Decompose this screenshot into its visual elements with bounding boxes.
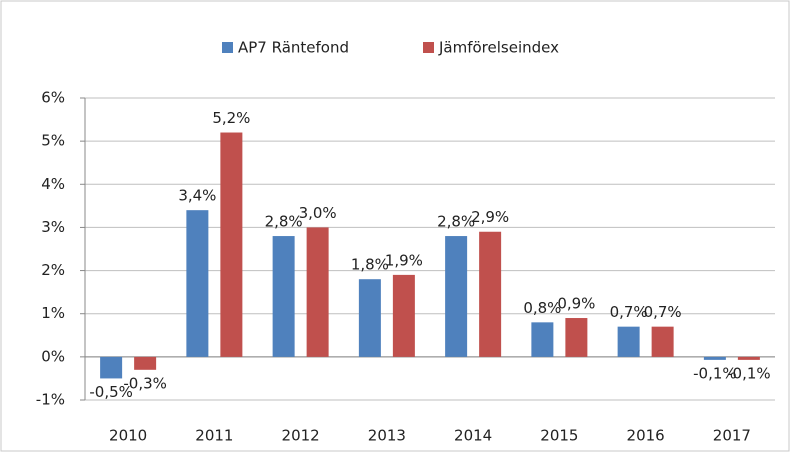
bar: [617, 326, 640, 357]
x-tick-label: 2011: [195, 427, 233, 445]
x-tick-label: 2013: [368, 427, 406, 445]
value-label: 1,9%: [385, 251, 423, 269]
bar: [392, 274, 415, 357]
legend-swatch: [423, 42, 434, 53]
value-label: 2,8%: [437, 213, 475, 231]
x-tick-label: 2015: [540, 427, 578, 445]
value-label: 1,8%: [351, 256, 389, 274]
value-label: 2,8%: [265, 213, 303, 231]
y-tick-label: 2%: [41, 261, 65, 279]
value-label: 0,7%: [644, 303, 682, 321]
bar: [703, 356, 726, 360]
y-tick-label: 3%: [41, 218, 65, 236]
bar: [565, 318, 588, 357]
y-tick-label: 4%: [41, 175, 65, 193]
x-tick-label: 2014: [454, 427, 492, 445]
bar: [100, 356, 123, 379]
legend-label: Jämförelseindex: [438, 39, 559, 57]
value-label: -0,1%: [727, 364, 771, 382]
value-label: -0,1%: [693, 364, 737, 382]
value-label: 0,9%: [557, 295, 595, 313]
y-tick-label: -1%: [36, 391, 65, 409]
bar: [445, 236, 468, 357]
value-label: -0,3%: [123, 374, 167, 392]
legend-label: AP7 Räntefond: [238, 39, 349, 57]
value-label: 3,0%: [299, 204, 337, 222]
value-label: 0,7%: [610, 303, 648, 321]
x-tick-label: 2016: [627, 427, 665, 445]
bar: [220, 132, 243, 357]
bar: [358, 279, 381, 357]
legend-swatch: [222, 42, 233, 53]
bar: [272, 236, 295, 357]
y-tick-label: 0%: [41, 347, 65, 365]
value-label: 3,4%: [178, 187, 216, 205]
value-label: 2,9%: [471, 208, 509, 226]
x-tick-label: 2017: [713, 427, 751, 445]
bar: [651, 326, 674, 357]
bar: [531, 322, 554, 357]
x-tick-label: 2010: [109, 427, 147, 445]
bar: [306, 227, 329, 357]
bar: [186, 210, 209, 357]
y-tick-label: 6%: [41, 89, 65, 107]
bar: [479, 231, 502, 357]
bar: [134, 356, 157, 370]
value-label: 5,2%: [212, 109, 250, 127]
value-label: 0,8%: [523, 299, 561, 317]
y-tick-label: 5%: [41, 132, 65, 150]
bar: [737, 356, 760, 360]
y-tick-label: 1%: [41, 304, 65, 322]
x-tick-label: 2012: [282, 427, 320, 445]
value-label: -0,5%: [89, 383, 133, 401]
